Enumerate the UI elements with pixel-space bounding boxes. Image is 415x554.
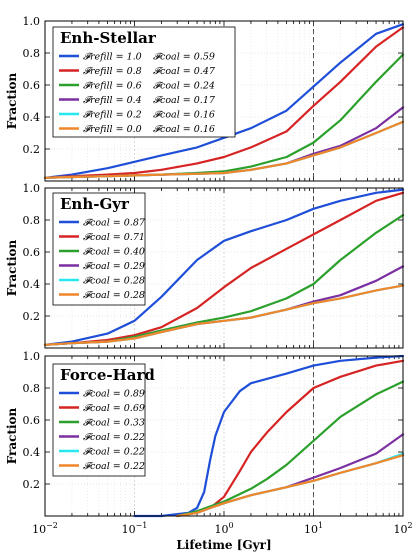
series-line-6 bbox=[176, 454, 405, 518]
legend-label: 𝓕coal = 0.22 bbox=[83, 461, 145, 472]
y-axis-label: Fraction bbox=[5, 72, 19, 129]
series-line-1 bbox=[43, 23, 405, 179]
y-tick-label: 0.8 bbox=[23, 214, 41, 227]
y-axis-label: Fraction bbox=[5, 407, 19, 464]
y-tick-label: 0.6 bbox=[23, 79, 41, 92]
legend-label-coal: 𝓕coal = 0.47 bbox=[153, 66, 216, 77]
x-axis-label: Lifetime [Gyr] bbox=[176, 538, 271, 552]
legend-label: 𝓕coal = 0.28 bbox=[83, 290, 145, 301]
legend-label: 𝓕coal = 0.29 bbox=[83, 261, 145, 272]
legend-label: 𝓕refill = 0.0 bbox=[83, 124, 142, 135]
y-tick-label: 0.4 bbox=[23, 278, 41, 291]
x-tick-label: 10−1 bbox=[122, 521, 148, 536]
legend-box bbox=[52, 363, 146, 477]
x-tick-label: 102 bbox=[393, 521, 412, 536]
legend-label: 𝓕refill = 0.2 bbox=[83, 110, 142, 121]
series-line-6 bbox=[43, 284, 405, 346]
panel-1: Enh-Stellar 𝓕refill = 1.0 𝓕coal = 0.59 𝓕ref… bbox=[5, 15, 405, 182]
y-tick-label: 1.0 bbox=[23, 15, 41, 28]
y-tick-label: 0.8 bbox=[23, 47, 41, 60]
x-tick-label: 100 bbox=[214, 521, 233, 536]
legend-label: 𝓕refill = 0.4 bbox=[83, 95, 142, 106]
panel-title: Force-Hard bbox=[60, 366, 155, 384]
legend-label-coal: 𝓕coal = 0.17 bbox=[153, 95, 216, 106]
legend-label-coal: 𝓕coal = 0.16 bbox=[153, 110, 215, 121]
panel-title: Enh-Stellar bbox=[60, 29, 157, 47]
panel-2: Enh-Gyr 𝓕coal = 0.87 𝓕coal = 0.71 𝓕coal = 0… bbox=[5, 182, 405, 349]
series-line-2 bbox=[43, 26, 405, 179]
y-tick-label: 0.4 bbox=[23, 446, 41, 459]
legend-label: 𝓕coal = 0.69 bbox=[83, 403, 145, 414]
series-line-6 bbox=[43, 120, 405, 179]
plot-frame bbox=[44, 355, 404, 517]
series-line-1 bbox=[43, 188, 405, 346]
y-tick-label: 0.6 bbox=[23, 246, 41, 259]
legend-label: 𝓕coal = 0.71 bbox=[83, 232, 145, 243]
legend-label: 𝓕coal = 0.89 bbox=[83, 389, 145, 400]
x-tick-label: 101 bbox=[304, 521, 323, 536]
legend-label: 𝓕coal = 0.28 bbox=[83, 276, 145, 287]
legend-label: 𝓕coal = 0.40 bbox=[83, 247, 145, 258]
legend-label: 𝓕refill = 0.6 bbox=[83, 81, 142, 92]
x-tick-label: 10−2 bbox=[32, 521, 58, 536]
legend-label-coal: 𝓕coal = 0.16 bbox=[153, 124, 215, 135]
y-tick-label: 0.2 bbox=[23, 143, 41, 156]
y-tick-label: 0.2 bbox=[23, 478, 41, 491]
y-tick-label: 0.4 bbox=[23, 111, 41, 124]
y-tick-label: 0.6 bbox=[23, 414, 41, 427]
y-tick-label: 0.8 bbox=[23, 382, 41, 395]
y-tick-label: 0.2 bbox=[23, 310, 41, 323]
plot-frame bbox=[44, 187, 404, 349]
legend-box bbox=[52, 26, 236, 138]
series-line-1 bbox=[133, 354, 405, 518]
legend-label-coal: 𝓕coal = 0.59 bbox=[153, 52, 215, 63]
legend-label: 𝓕coal = 0.87 bbox=[83, 218, 146, 229]
y-tick-label: 1.0 bbox=[23, 182, 41, 195]
panel-3: Force-Hard 𝓕coal = 0.89 𝓕coal = 0.69 𝓕coal … bbox=[5, 350, 413, 552]
panel-title: Enh-Gyr bbox=[60, 195, 130, 213]
legend-label: 𝓕refill = 1.0 bbox=[83, 52, 142, 63]
legend-label: 𝓕coal = 0.22 bbox=[83, 432, 145, 443]
legend-label: 𝓕coal = 0.33 bbox=[83, 418, 145, 429]
legend-box bbox=[52, 192, 146, 306]
series-line-2 bbox=[43, 191, 405, 346]
y-axis-label: Fraction bbox=[5, 239, 19, 296]
legend-label: 𝓕coal = 0.22 bbox=[83, 447, 145, 458]
legend-label: 𝓕refill = 0.8 bbox=[83, 66, 142, 77]
legend-label-coal: 𝓕coal = 0.24 bbox=[153, 81, 215, 92]
series-line-3 bbox=[176, 380, 405, 518]
y-tick-label: 1.0 bbox=[23, 350, 41, 363]
plot-frame bbox=[44, 20, 404, 182]
